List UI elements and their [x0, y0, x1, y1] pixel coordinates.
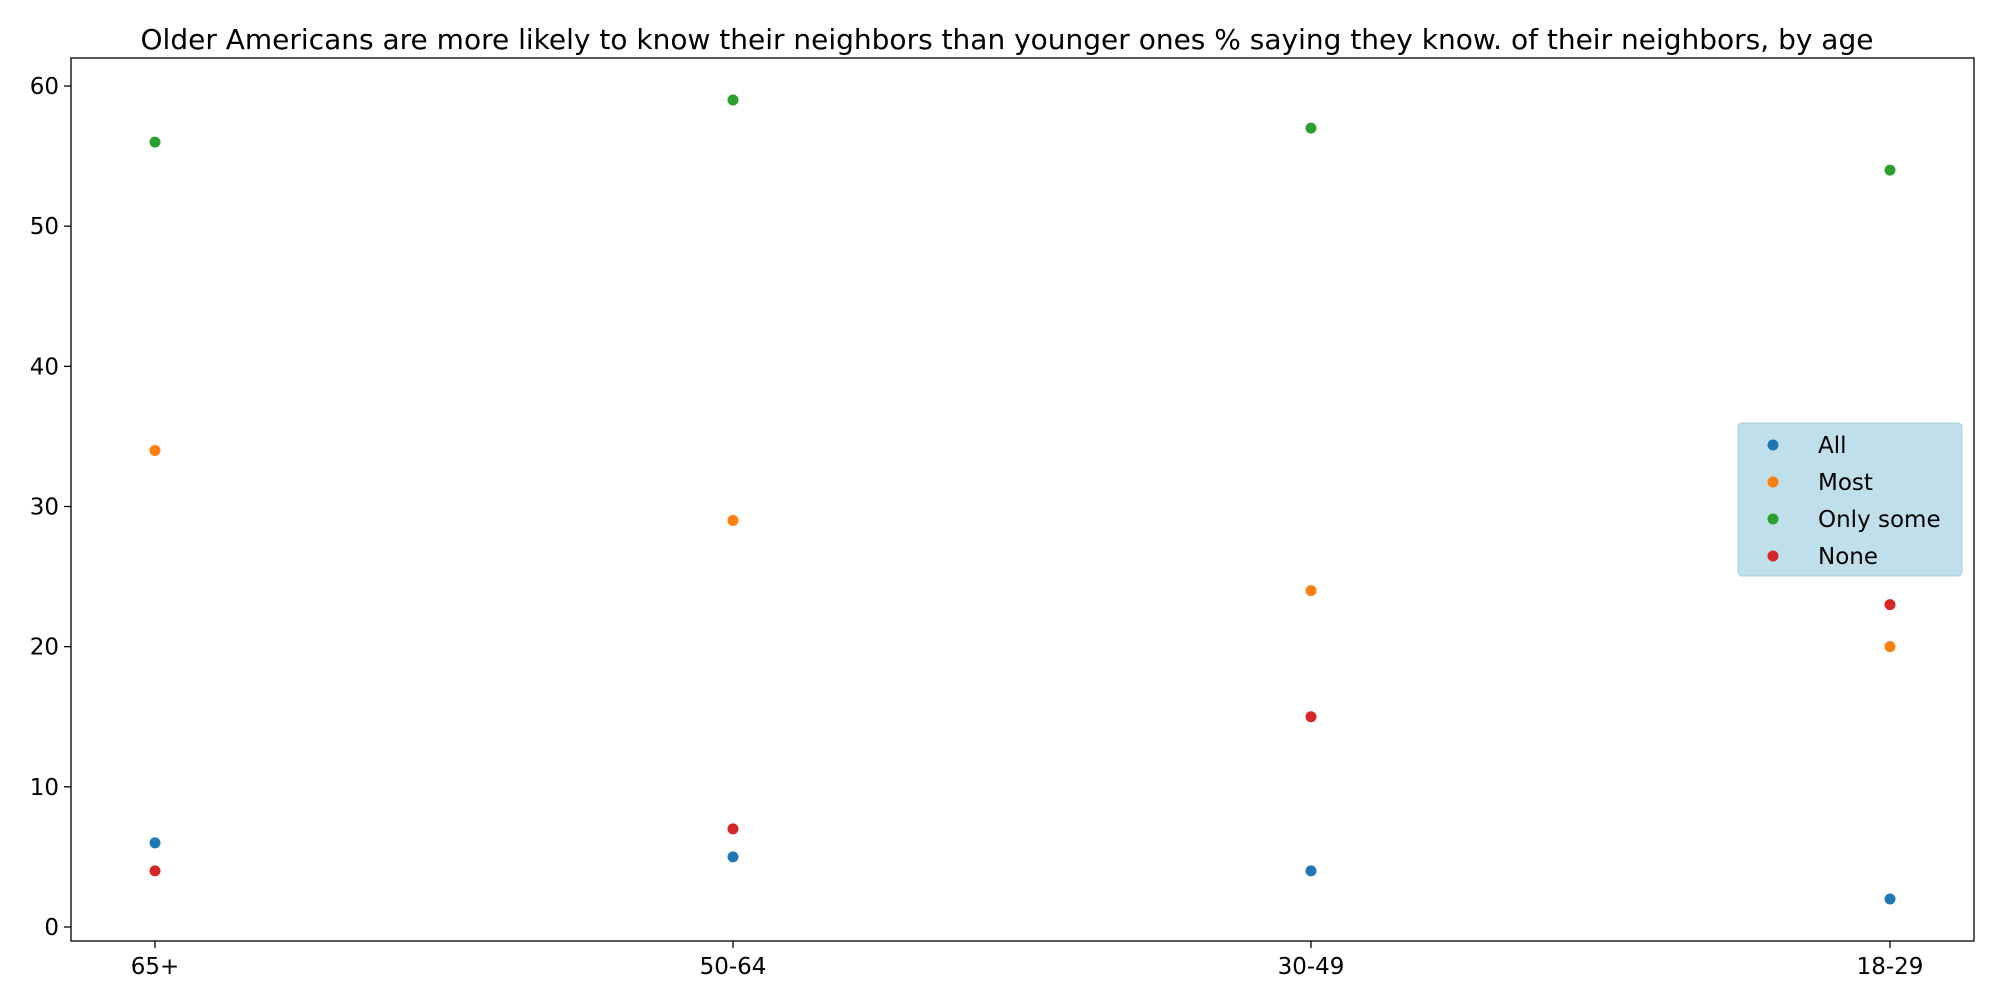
chart-title: Older Americans are more likely to know …: [141, 23, 1874, 56]
x-axis: 65+ 50-64 30-49 18-29: [131, 941, 1924, 980]
x-tick-label: 30-49: [1278, 954, 1345, 980]
data-point-all: [1305, 865, 1317, 877]
data-points: [149, 94, 1896, 905]
data-point-all: [727, 851, 739, 863]
data-point-none: [1305, 711, 1317, 723]
data-point-most: [149, 444, 161, 456]
legend-marker: [1767, 550, 1779, 562]
x-tick-label: 65+: [131, 954, 180, 980]
legend-label: All: [1818, 433, 1847, 459]
legend-label: Most: [1818, 470, 1873, 496]
y-tick-label: 50: [30, 214, 59, 240]
data-point-all: [149, 837, 161, 849]
y-tick-label: 40: [30, 354, 59, 380]
legend-label: None: [1818, 544, 1878, 570]
data-point-most: [1884, 641, 1896, 653]
legend: All Most Only some None: [1737, 422, 1963, 577]
data-point-only-some: [149, 136, 161, 148]
data-point-all: [1884, 893, 1896, 905]
legend-marker: [1767, 513, 1779, 525]
y-tick-label: 60: [30, 74, 59, 100]
data-point-none: [1884, 599, 1896, 611]
x-tick-label: 50-64: [700, 954, 767, 980]
data-point-most: [1305, 585, 1317, 597]
y-tick-label: 30: [30, 495, 59, 521]
y-tick-label: 10: [30, 775, 59, 801]
data-point-none: [149, 865, 161, 877]
data-point-none: [727, 823, 739, 835]
plot-area-frame: [70, 57, 1975, 942]
data-point-most: [727, 515, 739, 527]
legend-box: [1737, 422, 1963, 577]
y-tick-label: 0: [44, 915, 59, 941]
legend-marker: [1767, 476, 1779, 488]
legend-label: Only some: [1818, 507, 1941, 533]
data-point-only-some: [1884, 164, 1896, 176]
y-tick-label: 20: [30, 635, 59, 661]
data-point-only-some: [1305, 122, 1317, 134]
y-axis: 0 10 20 30 40 50 60: [30, 74, 71, 941]
x-tick-label: 18-29: [1857, 954, 1924, 980]
data-point-only-some: [727, 94, 739, 106]
legend-marker: [1767, 439, 1779, 451]
